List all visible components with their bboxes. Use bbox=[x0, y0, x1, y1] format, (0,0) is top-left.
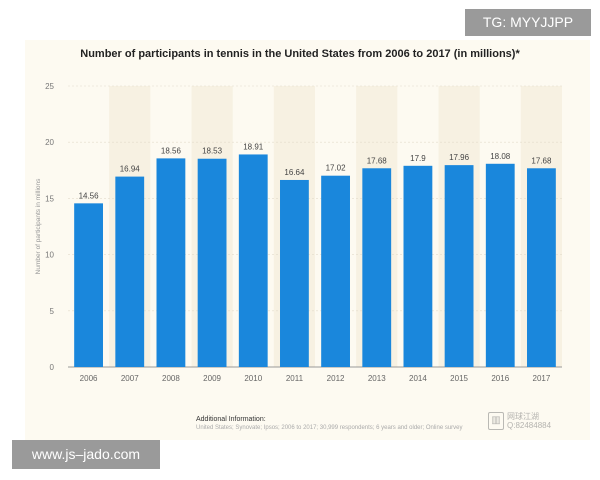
y-tick-label: 20 bbox=[45, 138, 54, 147]
data-label: 14.56 bbox=[79, 191, 100, 200]
bar bbox=[197, 158, 227, 367]
data-label: 16.64 bbox=[284, 168, 305, 177]
x-tick-label: 2013 bbox=[368, 374, 386, 383]
bottom-banner: www.js–jado.com bbox=[12, 440, 160, 469]
y-tick-label: 15 bbox=[45, 194, 54, 203]
data-label: 17.02 bbox=[326, 164, 347, 173]
y-tick-label: 0 bbox=[50, 363, 55, 372]
x-tick-label: 2006 bbox=[80, 374, 98, 383]
watermark-text: 网球江湖 Q:82484884 bbox=[507, 412, 551, 430]
data-label: 17.68 bbox=[367, 156, 388, 165]
chart-title: Number of participants in tennis in the … bbox=[80, 48, 520, 60]
bar bbox=[403, 165, 433, 367]
bar bbox=[74, 203, 103, 367]
data-label: 18.56 bbox=[161, 146, 182, 155]
bar bbox=[321, 175, 350, 367]
bar bbox=[156, 158, 186, 367]
x-tick-label: 2014 bbox=[409, 374, 427, 383]
x-tick-label: 2007 bbox=[121, 374, 139, 383]
x-tick-label: 2015 bbox=[450, 374, 468, 383]
x-tick-label: 2009 bbox=[203, 374, 221, 383]
bar bbox=[444, 165, 474, 367]
data-label: 18.08 bbox=[490, 152, 511, 161]
y-axis-label: Number of participants in millions bbox=[35, 178, 42, 274]
x-tick-label: 2012 bbox=[327, 374, 345, 383]
watermark: ▥ 网球江湖 Q:82484884 bbox=[488, 412, 551, 430]
bar bbox=[362, 168, 392, 367]
y-tick-label: 5 bbox=[50, 307, 55, 316]
building-icon: ▥ bbox=[488, 412, 504, 430]
data-label: 17.9 bbox=[410, 154, 426, 163]
watermark-line-1: 网球江湖 bbox=[507, 412, 539, 421]
data-label: 17.68 bbox=[531, 156, 552, 165]
bar bbox=[485, 163, 515, 367]
x-tick-label: 2008 bbox=[162, 374, 180, 383]
x-tick-label: 2011 bbox=[286, 374, 304, 383]
bar bbox=[527, 168, 556, 367]
x-tick-label: 2016 bbox=[491, 374, 509, 383]
bar bbox=[238, 154, 268, 367]
y-tick-label: 10 bbox=[45, 251, 54, 260]
top-banner: TG: MYYJJPP bbox=[465, 9, 591, 36]
data-label: 17.96 bbox=[449, 153, 470, 162]
y-tick-label: 25 bbox=[45, 82, 54, 91]
bar bbox=[115, 176, 145, 367]
data-label: 16.94 bbox=[120, 165, 141, 174]
data-label: 18.91 bbox=[243, 142, 264, 151]
x-tick-label: 2010 bbox=[244, 374, 262, 383]
x-tick-label: 2017 bbox=[533, 374, 551, 383]
additional-info-title: Additional Information: bbox=[196, 416, 266, 423]
watermark-line-2: Q:82484884 bbox=[507, 421, 552, 430]
additional-info-text: United States; Synovate; Ipsos; 2006 to … bbox=[196, 425, 463, 431]
bar bbox=[280, 179, 309, 367]
data-label: 18.53 bbox=[202, 147, 223, 156]
